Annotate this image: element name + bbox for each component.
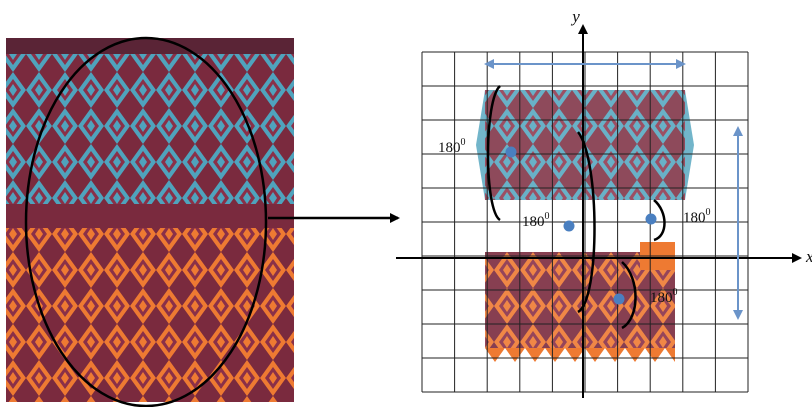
- center-point-icon: [645, 213, 657, 225]
- rotation-bracket-1: [486, 85, 501, 222]
- x-axis-label: x: [805, 247, 812, 266]
- grid-pattern-bottom: [485, 242, 675, 362]
- rotation-label: 1800: [683, 207, 711, 226]
- fabric-middle-stripe: [6, 204, 294, 228]
- center-point-icon: [505, 146, 517, 158]
- rotation-label: 1800: [522, 211, 550, 230]
- rotation-bracket-2: [576, 131, 596, 314]
- center-point-icon: [613, 293, 625, 305]
- rotation-bracket-3: [653, 199, 666, 242]
- rotation-bracket-4: [621, 261, 637, 330]
- fabric-teal-band: [6, 54, 294, 204]
- fabric-orange-band: [6, 228, 294, 402]
- rotation-label: 1800: [438, 137, 466, 156]
- center-point-icon: [563, 220, 575, 232]
- y-axis-label: y: [570, 7, 580, 26]
- fabric-top-border: [6, 38, 294, 54]
- rotation-label: 1800: [650, 287, 678, 306]
- grid-diagram: y x 1800 1800 1800 1800: [396, 7, 812, 398]
- fabric-photo: [6, 38, 294, 402]
- grid-lines: [421, 51, 749, 393]
- fabric-highlight-ellipse: [24, 36, 268, 407]
